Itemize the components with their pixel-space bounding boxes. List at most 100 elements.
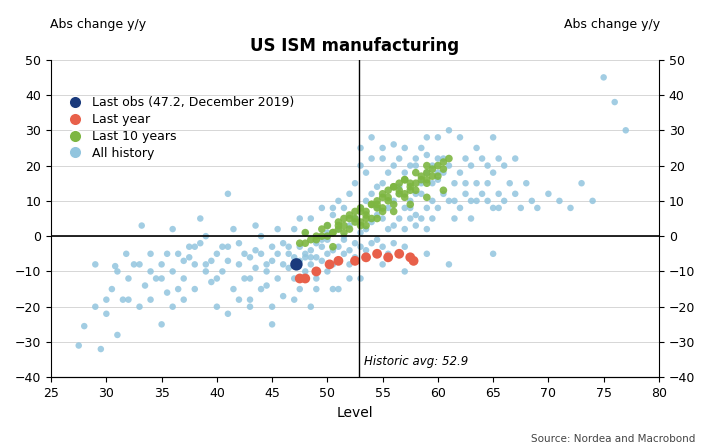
Point (349, 180, 361, 187)
Point (410, 169, 422, 176)
Point (355, 162, 366, 169)
Point (366, 201, 377, 208)
Point (239, 275, 250, 282)
Point (322, 222, 333, 229)
Point (438, 169, 449, 176)
Point (195, 240, 206, 247)
Point (449, 215, 460, 222)
Point (421, 151, 432, 159)
Point (526, 197, 537, 204)
Point (405, 187, 416, 194)
Point (316, 257, 327, 264)
Point (256, 285, 267, 293)
Point (200, 233, 212, 240)
Point (504, 180, 515, 187)
Point (405, 183, 416, 190)
Point (338, 233, 349, 240)
Point (344, 247, 355, 254)
Point (488, 250, 499, 257)
Point (333, 219, 344, 226)
Point (278, 240, 289, 247)
Point (377, 215, 388, 222)
Point (377, 190, 388, 198)
Point (294, 285, 305, 293)
Point (173, 250, 184, 257)
Point (95, 345, 106, 353)
Point (488, 169, 499, 176)
Point (361, 169, 372, 176)
Point (432, 155, 444, 162)
Point (498, 162, 510, 169)
Point (410, 155, 422, 162)
Point (322, 250, 333, 257)
Point (151, 275, 162, 282)
Point (111, 268, 123, 275)
Point (421, 204, 432, 211)
Point (123, 296, 134, 303)
Point (415, 190, 427, 198)
Point (261, 261, 272, 268)
Point (327, 285, 339, 293)
Point (338, 236, 349, 243)
Point (355, 204, 366, 211)
Point (438, 187, 449, 194)
Point (311, 233, 322, 240)
Point (482, 197, 493, 204)
Point (377, 144, 388, 151)
Point (294, 257, 305, 264)
Point (133, 303, 145, 310)
Point (377, 208, 388, 215)
Point (421, 250, 432, 257)
Point (355, 219, 366, 226)
Point (133, 261, 145, 268)
Point (432, 169, 444, 176)
Point (361, 254, 372, 261)
Point (300, 240, 311, 247)
Point (515, 204, 526, 211)
Point (460, 190, 471, 198)
Point (222, 243, 234, 250)
Point (311, 268, 322, 275)
Point (465, 215, 476, 222)
Point (178, 257, 190, 264)
Point (421, 162, 432, 169)
Point (266, 321, 278, 328)
Point (338, 204, 349, 211)
Point (316, 233, 327, 240)
Point (405, 204, 416, 211)
Point (184, 243, 195, 250)
Point (311, 240, 322, 247)
Point (361, 222, 372, 229)
Point (405, 180, 416, 187)
Point (438, 190, 449, 198)
Point (438, 155, 449, 162)
Point (184, 254, 195, 261)
Point (173, 285, 184, 293)
Point (266, 257, 278, 264)
Point (178, 275, 190, 282)
Text: Abs change y/y: Abs change y/y (564, 18, 660, 31)
Text: Abs change y/y: Abs change y/y (50, 18, 146, 31)
Text: Historic avg: 52.9: Historic avg: 52.9 (364, 355, 468, 368)
Point (393, 250, 405, 257)
Point (383, 194, 394, 201)
Point (366, 134, 377, 141)
Point (355, 222, 366, 229)
Point (117, 296, 129, 303)
Point (393, 183, 405, 190)
Point (324, 261, 335, 268)
Point (377, 155, 388, 162)
Point (300, 268, 311, 275)
Point (333, 257, 344, 264)
Point (145, 250, 156, 257)
Point (161, 250, 173, 257)
Point (250, 247, 261, 254)
Point (393, 190, 405, 198)
Point (101, 310, 112, 317)
Point (443, 155, 454, 162)
Point (283, 250, 295, 257)
Point (421, 134, 432, 141)
Point (316, 204, 327, 211)
Point (460, 180, 471, 187)
Point (266, 243, 278, 250)
